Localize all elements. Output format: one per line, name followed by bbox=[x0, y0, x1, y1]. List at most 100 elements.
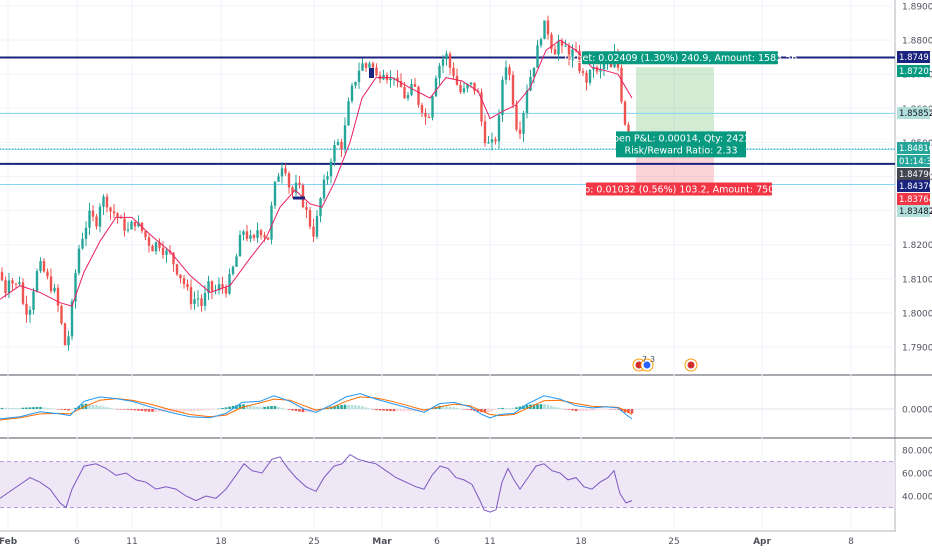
macd-histogram-bar bbox=[144, 409, 147, 412]
candle-body bbox=[84, 227, 88, 239]
macd-histogram-bar bbox=[280, 407, 284, 409]
time-tick-label: Apr bbox=[753, 537, 771, 547]
candle-body bbox=[308, 210, 312, 227]
macd-histogram-bar bbox=[112, 408, 116, 410]
macd-line bbox=[0, 393, 633, 420]
candle-body bbox=[284, 168, 287, 174]
price-label-bg bbox=[897, 65, 930, 77]
price-label-bg bbox=[897, 142, 930, 154]
price-label-bg bbox=[897, 168, 930, 180]
candle-body bbox=[389, 78, 392, 81]
macd-histogram-bar bbox=[74, 407, 77, 409]
candle bbox=[497, 109, 501, 149]
rsi-pane: 40.0000 60.0000 80.0000 bbox=[0, 447, 932, 513]
candle-body bbox=[448, 53, 452, 68]
pnl-label: Open P&L: 0.00014, Qty: 24224Risk/Reward… bbox=[606, 131, 756, 158]
macd-histogram-bar bbox=[70, 409, 74, 410]
candle bbox=[427, 113, 431, 119]
stop-label: Stop: 0.01032 (0.56%) 103.2, Amount: 750… bbox=[569, 182, 789, 196]
candle-body bbox=[396, 77, 399, 82]
macd-histogram-bar bbox=[256, 406, 259, 409]
candle-body bbox=[532, 67, 536, 77]
candle-body bbox=[305, 207, 308, 211]
macd-histogram-bar bbox=[350, 405, 354, 409]
macd-histogram-bar bbox=[532, 404, 536, 409]
macd-histogram-bar bbox=[91, 404, 95, 409]
candle bbox=[340, 138, 343, 158]
candle bbox=[102, 194, 105, 215]
macd-histogram-bar bbox=[357, 405, 361, 409]
candle-body bbox=[280, 168, 284, 177]
macd-histogram-bar bbox=[263, 406, 266, 409]
price-axis: 1.790001.800001.810001.820001.830001.840… bbox=[897, 3, 932, 354]
candle-body bbox=[588, 69, 592, 83]
candle-body bbox=[294, 182, 298, 193]
candle bbox=[207, 275, 210, 300]
target-label-bg bbox=[582, 51, 778, 65]
macd-histogram-bar bbox=[347, 404, 350, 409]
candle bbox=[105, 193, 109, 213]
candle-body bbox=[441, 59, 445, 66]
candle-body bbox=[329, 161, 333, 177]
candle bbox=[154, 241, 158, 255]
macd-histogram-bar bbox=[259, 407, 263, 409]
candle bbox=[305, 202, 308, 219]
price-label: 1.84810 bbox=[899, 144, 932, 154]
macd-histogram-bar bbox=[487, 409, 490, 413]
macd-histogram-bar bbox=[578, 409, 581, 412]
macd-histogram-bar bbox=[592, 409, 595, 411]
macd-histogram-bar bbox=[63, 409, 67, 411]
candle-body bbox=[483, 121, 487, 144]
macd-histogram-bar bbox=[609, 409, 613, 410]
candle-body bbox=[564, 45, 567, 47]
macd-histogram-bar bbox=[389, 409, 392, 412]
candle bbox=[186, 279, 189, 291]
macd-histogram-bar bbox=[301, 409, 305, 413]
candle-body bbox=[67, 336, 70, 346]
candle bbox=[259, 228, 263, 240]
candle-body bbox=[14, 283, 18, 285]
candle bbox=[56, 284, 60, 313]
candle-body bbox=[266, 237, 270, 240]
candle-body bbox=[270, 205, 273, 240]
macd-histogram-bar bbox=[60, 409, 63, 410]
candle-body bbox=[462, 88, 466, 93]
macd-histogram-bar bbox=[56, 409, 60, 410]
candle-body bbox=[102, 196, 105, 207]
candle bbox=[448, 51, 452, 75]
candle-body bbox=[200, 298, 203, 306]
candle bbox=[406, 91, 410, 101]
candle bbox=[364, 61, 368, 72]
candle bbox=[301, 183, 305, 209]
macd-histogram-bar bbox=[564, 409, 567, 410]
macd-histogram-bar bbox=[333, 405, 336, 409]
macd-histogram-bar bbox=[613, 409, 616, 410]
candle-body bbox=[518, 129, 522, 134]
candle-body bbox=[291, 187, 294, 193]
candle bbox=[557, 34, 560, 61]
macd-histogram-bar bbox=[53, 408, 56, 410]
candle-body bbox=[11, 280, 14, 284]
candle bbox=[46, 268, 49, 280]
candle-body bbox=[298, 182, 301, 186]
macd-histogram-bar bbox=[483, 409, 487, 413]
candle-body bbox=[179, 274, 182, 279]
macd-histogram-bar bbox=[207, 409, 210, 411]
price-tick-label: 1.79000 bbox=[902, 344, 932, 354]
candle-body bbox=[490, 139, 494, 143]
candle-body bbox=[525, 90, 529, 114]
candle bbox=[116, 212, 119, 224]
candle-body bbox=[585, 72, 588, 83]
candle bbox=[413, 78, 417, 87]
candle-body bbox=[536, 45, 539, 68]
candle-body bbox=[105, 196, 109, 208]
candle-body bbox=[151, 245, 154, 252]
macd-histogram-bar bbox=[410, 409, 413, 412]
macd-histogram-bar bbox=[406, 409, 410, 412]
price-tick-label: 1.81000 bbox=[902, 275, 932, 285]
candle-body bbox=[133, 221, 137, 227]
candle bbox=[98, 203, 102, 233]
candle bbox=[298, 175, 301, 189]
